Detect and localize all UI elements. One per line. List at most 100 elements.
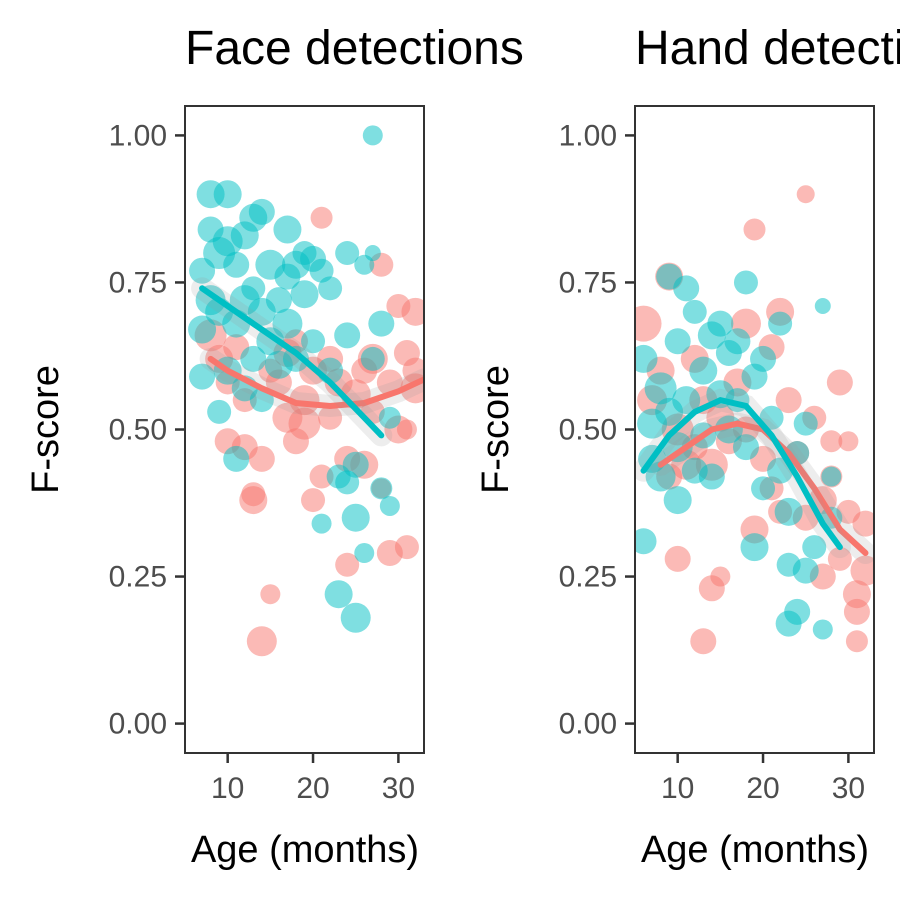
data-point: [672, 386, 701, 415]
data-point: [740, 533, 769, 562]
data-point: [289, 385, 320, 416]
data-point: [282, 345, 309, 372]
data-point: [260, 584, 281, 605]
data-point: [774, 497, 803, 526]
x-tick-label: 20: [746, 772, 779, 805]
data-point: [796, 185, 815, 204]
data-point: [710, 566, 731, 587]
y-tick-label: 0.00: [559, 708, 617, 741]
data-point: [309, 464, 334, 489]
data-point: [682, 299, 707, 324]
data-point: [664, 328, 691, 355]
data-point: [743, 218, 766, 241]
points-layer: [635, 185, 874, 655]
data-point: [318, 276, 343, 301]
y-tick-label: 0.50: [109, 414, 167, 447]
data-point: [827, 546, 852, 571]
smooth-fit-line: [640, 396, 843, 551]
data-point: [248, 445, 275, 472]
data-point: [240, 345, 267, 372]
data-point: [342, 451, 369, 478]
data-point: [645, 461, 676, 492]
data-point: [826, 369, 853, 396]
y-axis-title: F-score: [25, 365, 67, 494]
data-point: [334, 322, 361, 349]
data-point: [354, 543, 375, 564]
data-point: [820, 430, 843, 453]
x-tick-label: 30: [832, 772, 865, 805]
data-point: [340, 602, 371, 633]
smooth-fit-line: [207, 355, 424, 410]
data-point: [188, 315, 217, 344]
x-axis-title: Age (months): [641, 829, 869, 871]
data-point: [335, 241, 360, 266]
data-point: [311, 513, 332, 534]
data-point: [362, 125, 383, 146]
data-point: [241, 276, 266, 301]
data-point: [318, 405, 343, 430]
data-point: [301, 488, 326, 513]
data-point: [775, 387, 802, 414]
data-point: [838, 431, 859, 452]
data-point: [792, 557, 819, 584]
data-point: [223, 251, 250, 278]
data-point: [707, 310, 734, 337]
y-tick-label: 1.00: [559, 119, 617, 152]
data-point: [288, 407, 321, 440]
data-point: [290, 280, 319, 309]
data-point: [845, 630, 868, 653]
data-point: [724, 328, 751, 355]
data-point: [821, 466, 842, 487]
data-point: [690, 628, 717, 655]
data-point: [248, 198, 275, 225]
y-tick-label: 0.50: [559, 414, 617, 447]
x-tick-label: 10: [211, 772, 244, 805]
data-point: [843, 598, 870, 625]
data-point: [812, 619, 833, 640]
y-tick-label: 0.75: [559, 266, 617, 299]
data-point: [246, 626, 277, 657]
y-axis-title: F-score: [475, 365, 517, 494]
data-point: [802, 535, 827, 560]
x-axis-title: Age (months): [191, 829, 419, 871]
data-point: [689, 356, 718, 385]
points-layer: [188, 125, 424, 657]
data-point: [698, 463, 725, 490]
data-point: [402, 357, 424, 384]
data-point: [664, 545, 691, 572]
data-point: [310, 206, 333, 229]
data-point: [341, 503, 370, 532]
data-point: [360, 346, 385, 371]
data-point: [733, 270, 758, 295]
data-point: [396, 419, 417, 440]
data-point: [207, 399, 232, 424]
y-tick-label: 1.00: [109, 119, 167, 152]
x-tick-label: 10: [661, 772, 694, 805]
data-point: [751, 476, 776, 501]
data-point: [273, 215, 302, 244]
x-tick-label: 20: [296, 772, 329, 805]
data-point: [401, 297, 424, 326]
chart-title: Hand detections: [635, 22, 900, 75]
data-point: [368, 310, 395, 337]
data-point: [379, 495, 400, 516]
data-point: [644, 372, 677, 405]
data-point: [301, 329, 326, 354]
data-point: [335, 552, 360, 577]
data-point: [852, 510, 874, 537]
data-point: [635, 344, 658, 373]
data-point: [759, 405, 784, 430]
data-point: [635, 528, 657, 555]
data-point: [732, 434, 759, 461]
data-point: [673, 275, 700, 302]
data-point: [189, 363, 216, 390]
data-point: [378, 406, 401, 429]
data-point: [663, 486, 692, 515]
data-point: [814, 297, 831, 314]
data-point: [394, 535, 419, 560]
y-tick-label: 0.00: [109, 708, 167, 741]
panel-2: 0.00 0.25 0.50 0.75 1.00 10 20 30 Hand detection…: [475, 22, 900, 871]
data-point: [324, 580, 353, 609]
